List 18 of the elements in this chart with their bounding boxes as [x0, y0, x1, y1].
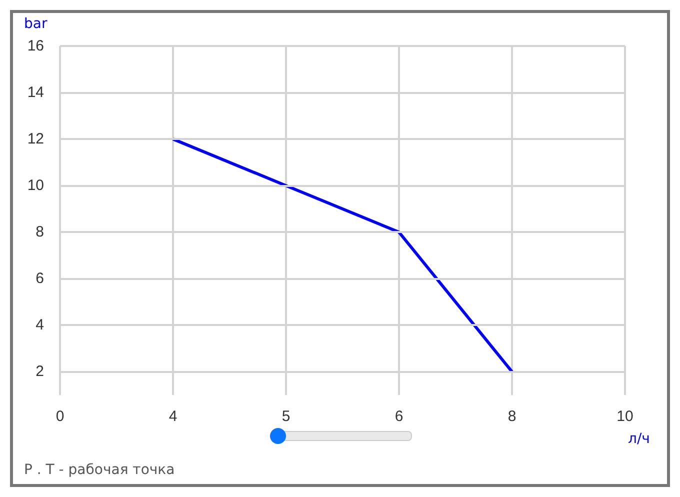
x-tick-label: 8 — [508, 408, 516, 425]
x-axis-title: л/ч — [628, 431, 650, 447]
line-series — [172, 138, 514, 374]
y-tick-label: 14 — [27, 84, 44, 102]
y-tick-label: 8 — [36, 224, 44, 241]
y-tick-label: 12 — [27, 130, 44, 148]
y-tick-label: 4 — [36, 316, 44, 334]
y-tick-label: 10 — [27, 177, 44, 194]
y-axis-title: bar — [24, 16, 48, 32]
x-tick-label: 5 — [282, 408, 290, 425]
y-tick-label: 6 — [36, 270, 44, 288]
x-tick-label: 0 — [56, 408, 64, 425]
text: P . T - рабочая точка — [24, 462, 175, 478]
x-tick-label: 4 — [168, 408, 178, 425]
y-tick-label: 2 — [36, 363, 44, 380]
y-tick-label: 16 — [27, 38, 44, 54]
x-tick-label: 10 — [616, 408, 634, 425]
x-tick-label: 6 — [394, 408, 404, 425]
